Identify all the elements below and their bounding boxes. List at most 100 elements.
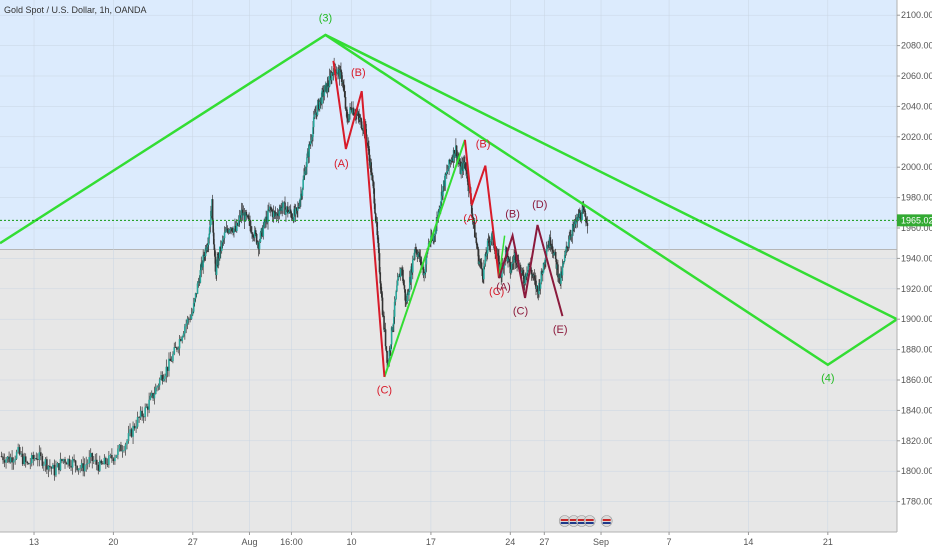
candle-body [422,267,425,276]
candle-body [346,118,349,121]
candle-body [73,459,75,461]
candle-body [83,465,86,472]
candle-body [380,283,382,294]
candle-body [377,243,380,254]
candle-body [202,254,204,268]
time-axis[interactable]: 13 20 27 Aug 16:00 10 17 24 27 Sep 7 14 21 [0,531,897,547]
candle-body [316,104,319,116]
economic-events[interactable] [558,515,613,527]
candle-body [375,221,378,223]
candle-body [327,82,329,87]
grid-lines [0,0,897,532]
candle-body [539,282,542,289]
candle-body [14,458,16,461]
candle-body [92,460,95,462]
candle-body [255,233,258,244]
candle-body [447,168,450,171]
candle-body [217,254,220,266]
candle-body [231,227,233,231]
candle-body [454,153,456,158]
x-tick-label: 27 [188,537,198,547]
candle-body [479,261,481,263]
candle-body [190,314,193,320]
candle-body [395,291,397,300]
candle-body [197,281,200,284]
candle-body [471,213,474,218]
candle-body [204,256,206,257]
candle-body [261,228,264,237]
candle-body [374,203,376,214]
candle-body [129,429,131,434]
candle-body [420,257,422,266]
candle-body [486,240,489,254]
candle-body [241,209,244,216]
candle-body [540,271,543,283]
candle-body [219,246,222,252]
candle-body [55,467,57,476]
candle-body [79,467,81,469]
candle-body [76,465,78,471]
candle-body [399,268,402,277]
candle-body [434,232,437,235]
x-tick-label: Sep [593,537,609,547]
candle-body [215,264,218,276]
candle-body [507,257,509,262]
candle-body [289,209,292,214]
event-flag-icon[interactable] [568,515,580,527]
candle-body [208,226,211,234]
candle-body [291,218,294,219]
candle-body [497,253,500,256]
candle-body [37,459,39,461]
candle-body [223,232,226,239]
x-tick-label: 16:00 [280,537,303,547]
candle-body [46,459,48,470]
candle-body [460,166,462,174]
candle-body [58,463,60,471]
candle-body [256,242,259,244]
wave-label: (C) [377,385,392,397]
price-candles [0,57,589,481]
candle-body [380,293,383,298]
candle-body [414,249,416,253]
candle-body [24,456,27,462]
candle-body [484,253,487,264]
x-tick-label: 14 [743,537,753,547]
y-tick-label: 1840.000 [901,405,932,415]
candle-body [490,238,493,242]
candle-body [8,456,10,463]
candle-body [404,289,407,301]
candle-body [309,144,311,145]
candle-body [309,140,312,145]
candle-body [111,455,113,459]
candle-body [297,206,299,211]
candle-body [236,223,238,232]
candle-body [392,324,394,331]
candle-body [544,259,546,265]
candle-body [470,203,473,214]
wave-label: (B) [351,67,366,79]
candle-body [423,273,425,276]
candle-body [97,464,100,471]
price-axis[interactable]: 1780.000 1800.000 1820.000 1840.000 1860.000… [897,10,932,507]
candle-body [212,232,215,245]
wave-line [383,139,466,378]
candle-body [566,246,569,248]
candle-body [27,463,30,465]
candle-body [70,465,72,468]
candle-body [268,209,270,211]
candle-body [211,199,214,220]
candle-body [569,235,572,237]
candle-body [194,293,197,299]
candle-body [301,188,304,196]
event-flag-icon[interactable] [583,515,596,527]
candle-body [561,266,564,276]
event-flag-icon[interactable] [600,515,613,527]
candle-body [551,245,553,247]
candle-body [393,316,395,325]
candle-body [350,107,353,111]
candle-body [372,181,375,189]
candle-body [23,456,25,465]
y-tick-label: 1780.000 [901,497,932,507]
candle-body [448,159,450,169]
